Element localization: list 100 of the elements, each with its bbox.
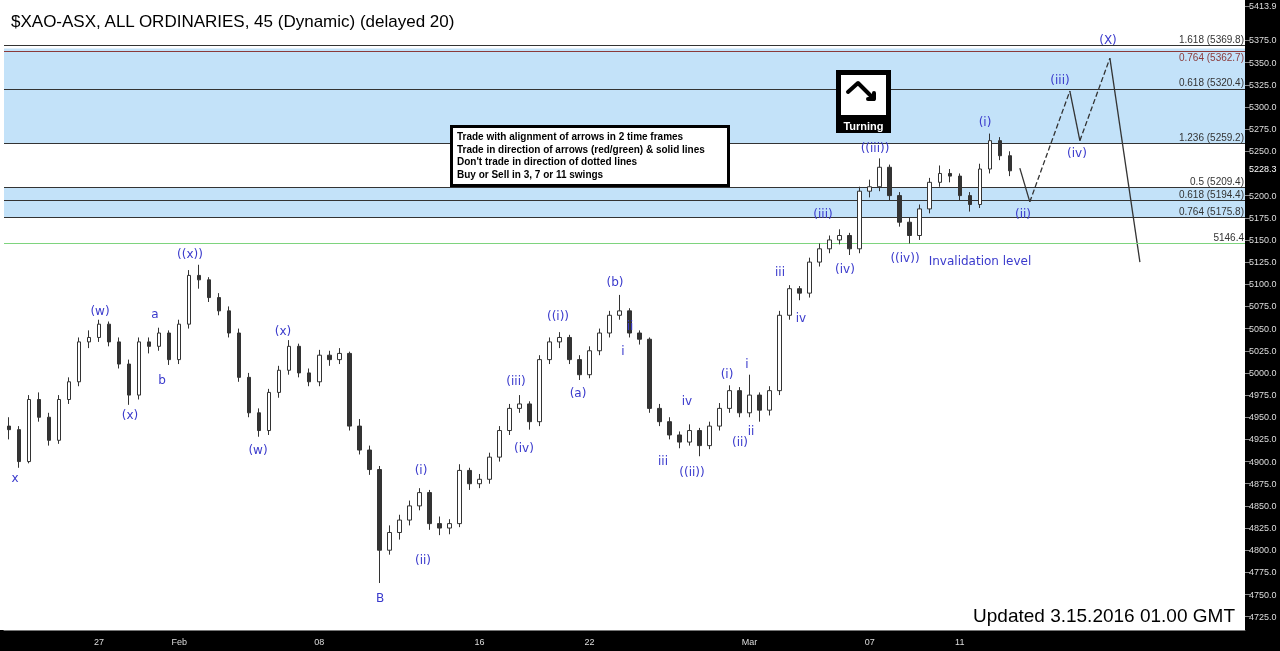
candlestick (7, 416, 11, 440)
annotation: i (621, 344, 625, 358)
candlestick (277, 365, 281, 399)
annotation: iv (681, 394, 693, 408)
candlestick (447, 518, 452, 535)
candlestick (137, 336, 141, 401)
candlestick (657, 403, 662, 427)
candlestick (567, 334, 572, 365)
x-tick-label: Feb (171, 636, 187, 647)
candlestick (677, 430, 682, 449)
candlestick (227, 305, 231, 338)
annotation: ((x)) (177, 247, 203, 261)
y-tick-label: 5150.0 (1249, 234, 1277, 245)
annotation: Invalidation level (928, 254, 1032, 268)
annotation: ((ii)) (679, 465, 705, 479)
candlestick (167, 329, 171, 366)
candlestick (117, 336, 121, 369)
candlestick (47, 412, 51, 447)
annotation: (x) (121, 408, 139, 422)
candlestick (787, 284, 792, 321)
candlestick (57, 394, 61, 445)
candlestick (237, 328, 241, 383)
annotation: (i) (414, 463, 428, 477)
candlestick (457, 463, 462, 528)
candlestick (357, 418, 362, 455)
annotation: Trade with alignment of arrows in 2 time frames (457, 131, 685, 144)
candlestick (257, 407, 261, 438)
annotation: x (11, 471, 19, 485)
candlestick (177, 319, 181, 365)
x-tick-label: 22 (584, 636, 595, 647)
candlestick (617, 294, 622, 321)
candlestick (707, 421, 712, 450)
text: 5228.3 (1248, 164, 1278, 174)
candlestick (67, 376, 71, 405)
x-tick-label: 16 (474, 636, 485, 647)
candlestick (147, 336, 151, 354)
annotation: a (151, 307, 159, 321)
x-tick-label: 11 (955, 636, 965, 647)
candlestick (1008, 150, 1012, 177)
sign-panel: Turning (836, 70, 891, 133)
candlestick (267, 388, 271, 436)
candlestick (247, 372, 251, 418)
annotation: (b) (606, 275, 624, 289)
annotation: iii (774, 265, 786, 279)
annotation: ii (626, 319, 634, 333)
candlestick (107, 321, 111, 347)
ref-line-label: 1.618 (5369.8) (1178, 33, 1244, 45)
y-tick-label: 5350.0 (1249, 57, 1277, 68)
candlestick (948, 168, 952, 183)
candlestick (327, 350, 332, 367)
candlestick (347, 351, 352, 432)
candlestick (517, 394, 522, 414)
candlestick (417, 487, 422, 511)
candlestick (487, 452, 492, 485)
candlestick (527, 400, 532, 431)
annotation: (i) (720, 367, 734, 381)
y-tick-label: 4775.0 (1249, 567, 1277, 578)
annotation: Trade in direction of arrows (red/green) & solid lines (457, 143, 706, 156)
annotation: ii (747, 424, 755, 438)
y-tick-label: 4875.0 (1249, 478, 1277, 489)
annotation: (a) (569, 386, 587, 400)
y-tick-label: 4850.0 (1249, 500, 1277, 511)
annotation: B (375, 591, 385, 605)
y-tick-label: 5100.0 (1249, 279, 1277, 290)
annotation: (ii) (414, 553, 432, 567)
y-tick-label: 4825.0 (1249, 523, 1277, 534)
candlestick (207, 276, 211, 303)
candlestick (757, 391, 762, 423)
x-tick-label: Mar (741, 636, 758, 647)
candlestick (387, 524, 392, 556)
candlestick (607, 310, 612, 338)
annotation: (w) (90, 304, 110, 318)
candlestick (287, 339, 291, 376)
annotation: (iv) (1067, 146, 1087, 160)
annotation: ((iii)) (860, 141, 890, 155)
y-tick-label: 5300.0 (1249, 101, 1277, 112)
x-tick-label: 08 (314, 636, 325, 647)
candlestick (437, 516, 442, 536)
candlestick (717, 402, 722, 432)
y-tick-label: 4950.0 (1249, 412, 1277, 423)
candlestick (17, 425, 21, 469)
y-tick-label: 5025.0 (1249, 345, 1277, 356)
annotation: Buy or Sell in 3, 7 or 11 swings (457, 168, 605, 181)
ref-line-label: 0.764 (5362.7) (1178, 51, 1244, 63)
candlestick (307, 367, 311, 387)
ref-line-label: 0.618 (5194.4) (1178, 189, 1244, 201)
candlestick (557, 331, 562, 349)
annotation: (iii) (506, 374, 526, 388)
candlestick (547, 336, 552, 365)
y-tick-label: 5175.0 (1249, 212, 1277, 223)
candlestick (97, 319, 101, 343)
x-tick-label: 07 (864, 636, 875, 647)
candlestick (87, 329, 91, 349)
candlestick (837, 228, 842, 245)
candlestick (377, 465, 382, 584)
annotation: (iv) (514, 441, 534, 455)
y-tick-label: 4750.0 (1249, 589, 1277, 600)
annotation: i (745, 357, 749, 371)
y-tick-label: 5413.9 (1249, 1, 1277, 11)
candlestick (827, 235, 832, 254)
